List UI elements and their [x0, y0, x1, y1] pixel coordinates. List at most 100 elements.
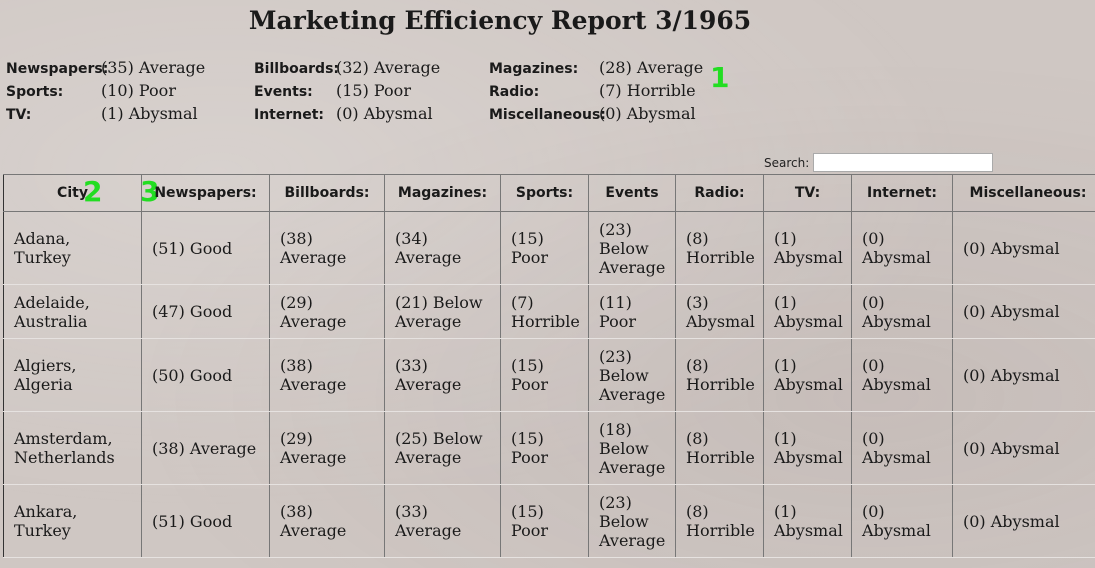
summary-value: (10) Poor — [101, 81, 176, 100]
column-header-miscellaneous[interactable]: Miscellaneous: — [952, 174, 1095, 212]
table-cell: (23) Below Average — [588, 211, 676, 285]
summary-value: (0) Abysmal — [599, 104, 696, 123]
summary-value: (0) Abysmal — [336, 104, 433, 123]
summary-value: (15) Poor — [336, 81, 411, 100]
summary-column-2: Billboards:(32) Average Events: (15) Poor… — [254, 56, 440, 125]
table-cell: (0) Abysmal — [851, 338, 953, 412]
table-cell: (38) Average — [269, 338, 385, 412]
table-cell: (3) Abysmal — [675, 284, 764, 339]
summary-label: Sports: — [6, 84, 64, 100]
summary-row: Billboards:(32) Average — [254, 56, 440, 79]
table-cell: (8) Horrible — [675, 338, 764, 412]
table-cell: (0) Abysmal — [851, 411, 953, 485]
table-cell: (0) Abysmal — [851, 211, 953, 285]
table-cell: (50) Good — [141, 338, 270, 412]
summary-row: Magazines: (28) Average — [489, 56, 703, 79]
column-header-city[interactable]: City — [3, 174, 142, 212]
table-cell: (18) Below Average — [588, 411, 676, 485]
table-cell: (0) Abysmal — [851, 484, 953, 558]
table-cell: (25) Below Average — [384, 411, 501, 485]
table-cell: (1) Abysmal — [763, 484, 852, 558]
table-cell: (15) Poor — [500, 411, 589, 485]
table-row: Amsterdam, Netherlands (38) Average (29)… — [3, 411, 1095, 485]
table-cell: (34) Average — [384, 211, 501, 285]
table-cell: (21) Below Average — [384, 284, 501, 339]
table-cell: (33) Average — [384, 338, 501, 412]
summary-row: Newspapers:(35) Average — [6, 56, 205, 79]
table-cell: (1) Abysmal — [763, 211, 852, 285]
column-header-billboards[interactable]: Billboards: — [269, 174, 385, 212]
summary-row: Internet: (0) Abysmal — [254, 102, 440, 125]
summary-value: (32) Average — [336, 58, 441, 77]
search-label: Search: — [764, 156, 810, 170]
table-cell: (23) Below Average — [588, 338, 676, 412]
summary-row: Events: (15) Poor — [254, 79, 440, 102]
table-row: Ankara, Turkey (51) Good (38) Average (3… — [3, 484, 1095, 558]
city-cell: Amsterdam, Netherlands — [3, 411, 142, 485]
summary-row: Sports: (10) Poor — [6, 79, 205, 102]
column-header-newspapers[interactable]: Newspapers: — [141, 174, 270, 212]
table-cell: (33) Average — [384, 484, 501, 558]
table-cell: (8) Horrible — [675, 211, 764, 285]
search-input[interactable] — [813, 153, 993, 172]
summary-value: (35) Average — [101, 58, 206, 77]
table-cell: (1) Abysmal — [763, 338, 852, 412]
table-cell: (15) Poor — [500, 484, 589, 558]
table-row: Adana, Turkey (51) Good (38) Average (34… — [3, 211, 1095, 285]
column-header-radio[interactable]: Radio: — [675, 174, 764, 212]
table-cell: (0) Abysmal — [952, 284, 1095, 339]
table-cell: (51) Good — [141, 211, 270, 285]
page-title: Marketing Efficiency Report 3/1965 — [248, 6, 752, 35]
summary-column-3: Magazines: (28) Average Radio: (7) Horribl… — [489, 56, 703, 125]
marketing-table: City Newspapers: Billboards: Magazines: … — [3, 174, 1095, 558]
summary-label: Events: — [254, 84, 313, 100]
column-header-tv[interactable]: TV: — [763, 174, 852, 212]
summary-label: Magazines: — [489, 61, 579, 77]
summary-column-1: Newspapers:(35) Average Sports: (10) Poor… — [6, 56, 205, 125]
table-cell: (0) Abysmal — [952, 211, 1095, 285]
table-row: Algiers, Algeria (50) Good (38) Average … — [3, 338, 1095, 412]
table-cell: (0) Abysmal — [952, 484, 1095, 558]
city-cell: Adelaide, Australia — [3, 284, 142, 339]
summary-value: (28) Average — [599, 58, 704, 77]
table-cell: (7) Horrible — [500, 284, 589, 339]
table-row: Adelaide, Australia (47) Good (29) Avera… — [3, 284, 1095, 339]
summary-label: Internet: — [254, 107, 325, 123]
summary-label: Newspapers: — [6, 61, 109, 77]
city-cell: Ankara, Turkey — [3, 484, 142, 558]
summary-value: (1) Abysmal — [101, 104, 198, 123]
table-cell: (11) Poor — [588, 284, 676, 339]
summary-value: (7) Horrible — [599, 81, 696, 100]
table-cell: (0) Abysmal — [952, 411, 1095, 485]
summary-label: Billboards: — [254, 61, 340, 77]
column-header-sports[interactable]: Sports: — [500, 174, 589, 212]
table-cell: (1) Abysmal — [763, 284, 852, 339]
marker-1: 1 — [710, 61, 730, 94]
summary-label: TV: — [6, 107, 32, 123]
table-cell: (8) Horrible — [675, 484, 764, 558]
table-cell: (29) Average — [269, 411, 385, 485]
table-header-row: City Newspapers: Billboards: Magazines: … — [3, 174, 1095, 212]
table-cell: (15) Poor — [500, 338, 589, 412]
table-cell: (38) Average — [141, 411, 270, 485]
column-header-internet[interactable]: Internet: — [851, 174, 953, 212]
table-cell: (23) Below Average — [588, 484, 676, 558]
summary-label: Miscellaneous: — [489, 107, 606, 123]
summary-row: Radio: (7) Horrible — [489, 79, 703, 102]
table-cell: (38) Average — [269, 484, 385, 558]
table-cell: (47) Good — [141, 284, 270, 339]
summary-row: Miscellaneous:(0) Abysmal — [489, 102, 703, 125]
table-cell: (38) Average — [269, 211, 385, 285]
city-cell: Adana, Turkey — [3, 211, 142, 285]
column-header-events[interactable]: Events — [588, 174, 676, 212]
table-cell: (0) Abysmal — [851, 284, 953, 339]
table-cell: (29) Average — [269, 284, 385, 339]
table-cell: (15) Poor — [500, 211, 589, 285]
table-cell: (1) Abysmal — [763, 411, 852, 485]
city-cell: Algiers, Algeria — [3, 338, 142, 412]
summary-label: Radio: — [489, 84, 540, 100]
summary-row: TV: (1) Abysmal — [6, 102, 205, 125]
table-cell: (0) Abysmal — [952, 338, 1095, 412]
table-cell: (51) Good — [141, 484, 270, 558]
column-header-magazines[interactable]: Magazines: — [384, 174, 501, 212]
